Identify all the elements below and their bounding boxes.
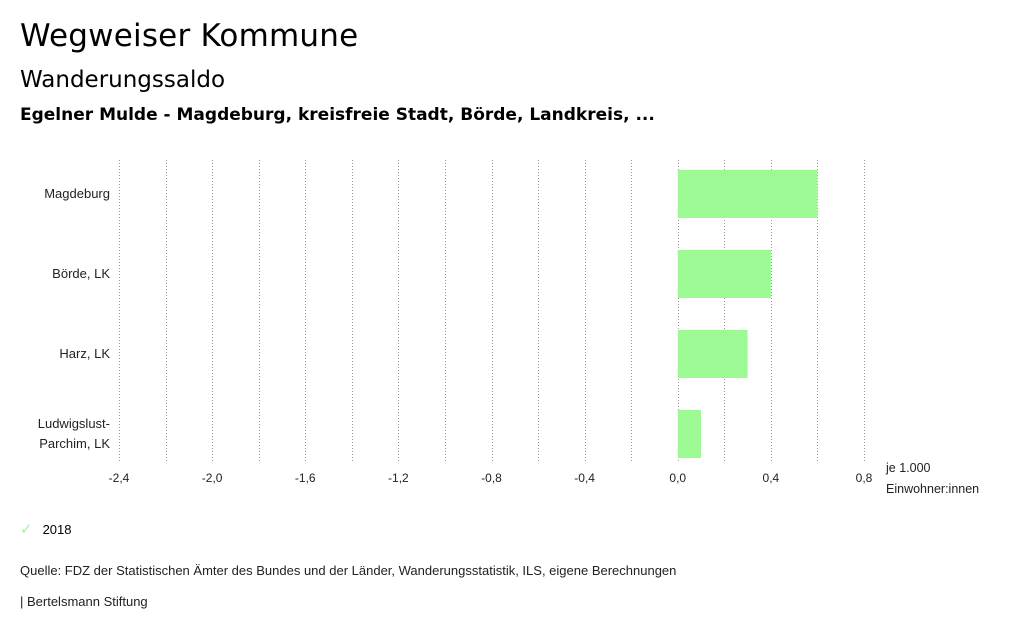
unit-label-text: je 1.000 Einwohner:innen — [885, 461, 979, 496]
region-label: Egelner Mulde - Magdeburg, kreisfreie St… — [20, 105, 655, 125]
category-label: Ludwigslust-Parchim, LK — [38, 416, 111, 451]
x-tick-label: -1,2 — [388, 471, 409, 485]
chart-subtitle: Wanderungssaldo — [20, 67, 226, 93]
source-note: Quelle: FDZ der Statistischen Ämter des … — [20, 563, 677, 578]
x-tick-label: 0,8 — [856, 471, 873, 485]
bar-2[interactable] — [677, 250, 771, 298]
chart-title: Wegweiser Kommune — [20, 18, 359, 54]
legend-label: 2018 — [42, 522, 72, 537]
legend-item-2018[interactable]: ✓ 2018 — [20, 522, 72, 537]
bars — [677, 170, 818, 458]
x-tick-label: 0,0 — [669, 471, 686, 485]
x-tick-label: -1,6 — [295, 471, 316, 485]
unit-label: je 1.000 Einwohner:innen — [885, 461, 979, 496]
bar-1[interactable] — [677, 170, 818, 218]
category-label: Magdeburg — [44, 186, 110, 201]
x-axis-ticks: -2,4 -2,0 -1,6 -1,2 -0,8 -0,4 0,0 0,4 0,8 — [109, 471, 873, 485]
x-tick-label: -0,8 — [481, 471, 502, 485]
bar-chart: -2,4 -2,0 -1,6 -1,2 -0,8 -0,4 0,0 0,4 0,8 Magdeb… — [38, 160, 979, 496]
category-label: Börde, LK — [52, 266, 110, 281]
category-labels: Magdeburg Börde, LK Harz, LK Ludwigslust-Pa… — [38, 186, 111, 451]
bar-4[interactable] — [677, 410, 702, 458]
category-label: Harz, LK — [59, 346, 110, 361]
x-tick-label: -0,4 — [574, 471, 595, 485]
check-icon: ✓ — [20, 521, 33, 538]
x-tick-label: -2,0 — [202, 471, 223, 485]
bar-3[interactable] — [677, 330, 748, 378]
credit-note: | Bertelsmann Stiftung — [20, 594, 148, 609]
x-tick-label: 0,4 — [763, 471, 780, 485]
x-tick-label: -2,4 — [109, 471, 130, 485]
